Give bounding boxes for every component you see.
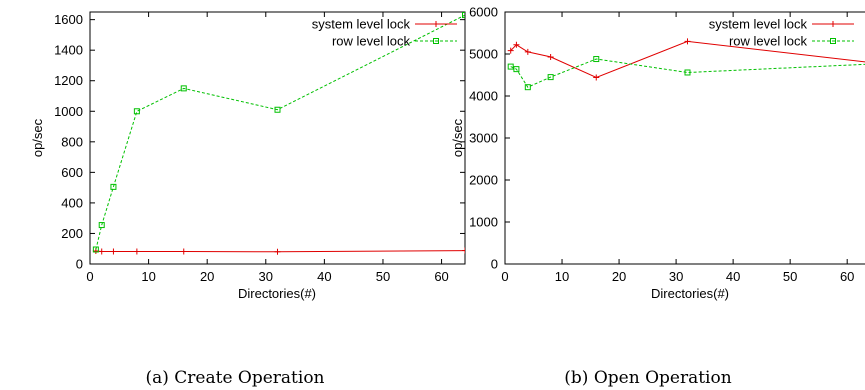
y-tick-label: 4000 bbox=[469, 89, 498, 104]
x-tick-label: 40 bbox=[726, 269, 740, 284]
x-axis-label: Directories(#) bbox=[238, 286, 316, 301]
y-tick-label: 5000 bbox=[469, 47, 498, 62]
legend-label-row-level-lock: row level lock bbox=[332, 34, 411, 49]
legend: system level lock row level lock bbox=[709, 17, 854, 49]
series-line-row-level-lock bbox=[95, 14, 465, 250]
x-tick-label: 20 bbox=[200, 269, 214, 284]
data-point-system-level-lock bbox=[462, 247, 465, 254]
x-tick-label: 10 bbox=[555, 269, 569, 284]
caption-open-operation: (b) Open Operation bbox=[564, 368, 731, 388]
x-tick-label: 50 bbox=[783, 269, 797, 284]
plot-frame bbox=[504, 11, 865, 265]
x-tick-label: 0 bbox=[86, 269, 93, 284]
legend-label-system-level-lock: system level lock bbox=[312, 17, 411, 32]
series-line-row-level-lock bbox=[510, 58, 865, 88]
caption-create-operation: (a) Create Operation bbox=[145, 368, 324, 388]
data-point-system-level-lock bbox=[513, 41, 520, 48]
data-point-row-level-lock bbox=[274, 106, 281, 113]
data-point-row-level-lock bbox=[513, 66, 520, 73]
y-ticks: 0 200 400 600 800 1000 1200 1400 1600 bbox=[54, 12, 465, 272]
data-point-system-level-lock bbox=[684, 38, 691, 45]
x-ticks: 0 10 20 30 40 50 60 bbox=[86, 12, 449, 284]
series-layer bbox=[507, 38, 865, 91]
y-tick-label: 0 bbox=[76, 257, 83, 272]
data-point-system-level-lock bbox=[547, 53, 554, 60]
data-point-row-level-lock bbox=[507, 63, 514, 70]
data-point-system-level-lock bbox=[98, 248, 105, 255]
x-axis-label: Directories(#) bbox=[651, 286, 729, 301]
data-point-row-level-lock bbox=[98, 222, 105, 229]
y-ticks: 0 1000 2000 3000 4000 5000 6000 bbox=[469, 5, 510, 272]
y-tick-label: 0 bbox=[491, 257, 498, 272]
legend: system level lock row level lock bbox=[312, 17, 457, 49]
data-point-row-level-lock bbox=[462, 12, 465, 19]
x-tick-label: 30 bbox=[259, 269, 273, 284]
data-point-row-level-lock bbox=[110, 183, 117, 190]
data-point-row-level-lock bbox=[133, 108, 140, 115]
plot-frame bbox=[89, 11, 466, 265]
y-tick-label: 1000 bbox=[54, 104, 83, 119]
x-tick-label: 20 bbox=[612, 269, 626, 284]
x-tick-label: 50 bbox=[376, 269, 390, 284]
legend-label-row-level-lock: row level lock bbox=[729, 34, 808, 49]
data-point-system-level-lock bbox=[180, 248, 187, 255]
data-point-system-level-lock bbox=[274, 248, 281, 255]
x-tick-label: 60 bbox=[434, 269, 448, 284]
data-point-row-level-lock bbox=[180, 85, 187, 92]
y-tick-label: 1000 bbox=[469, 215, 498, 230]
data-point-system-level-lock bbox=[507, 47, 514, 54]
data-point-row-level-lock bbox=[524, 84, 531, 91]
chart-create-operation: 0 10 20 30 40 50 60 0 200 400 600 800 1000 1200 1400 1… bbox=[30, 11, 466, 388]
y-tick-label: 2000 bbox=[469, 173, 498, 188]
data-point-system-level-lock bbox=[524, 48, 531, 55]
x-tick-label: 30 bbox=[669, 269, 683, 284]
data-point-row-level-lock bbox=[593, 56, 600, 63]
y-axis-label: op/sec bbox=[450, 118, 465, 157]
x-tick-label: 10 bbox=[141, 269, 155, 284]
series-layer bbox=[92, 12, 465, 255]
chart-open-operation: 0 10 20 30 40 50 60 0100020003000400050006000 … bbox=[450, 5, 865, 388]
y-tick-label: 3000 bbox=[469, 131, 498, 146]
legend-marker-row-level-lock bbox=[433, 38, 439, 44]
y-tick-label: 600 bbox=[61, 165, 83, 180]
y-axis-label: op/sec bbox=[30, 118, 45, 157]
x-tick-label: 60 bbox=[840, 269, 854, 284]
x-tick-label: 40 bbox=[317, 269, 331, 284]
y-tick-label: 6000 bbox=[469, 5, 498, 20]
y-tick-label: 1600 bbox=[54, 12, 83, 27]
y-tick-label: 1400 bbox=[54, 43, 83, 58]
data-point-row-level-lock bbox=[684, 69, 691, 76]
x-tick-label: 0 bbox=[501, 269, 508, 284]
data-point-system-level-lock bbox=[110, 248, 117, 255]
y-tick-label: 800 bbox=[61, 134, 83, 149]
data-point-row-level-lock bbox=[92, 246, 99, 253]
data-point-system-level-lock bbox=[593, 74, 600, 81]
data-point-row-level-lock bbox=[547, 74, 554, 81]
y-tick-label: 400 bbox=[61, 195, 83, 210]
legend-label-system-level-lock: system level lock bbox=[709, 17, 808, 32]
data-point-system-level-lock bbox=[133, 248, 140, 255]
y-tick-label: 200 bbox=[61, 226, 83, 241]
legend-marker-system-level-lock bbox=[830, 21, 836, 27]
legend-marker-row-level-lock bbox=[830, 38, 836, 44]
y-tick-label: 1200 bbox=[54, 73, 83, 88]
legend-marker-system-level-lock bbox=[433, 21, 439, 27]
x-ticks: 0 10 20 30 40 50 60 bbox=[501, 12, 854, 284]
